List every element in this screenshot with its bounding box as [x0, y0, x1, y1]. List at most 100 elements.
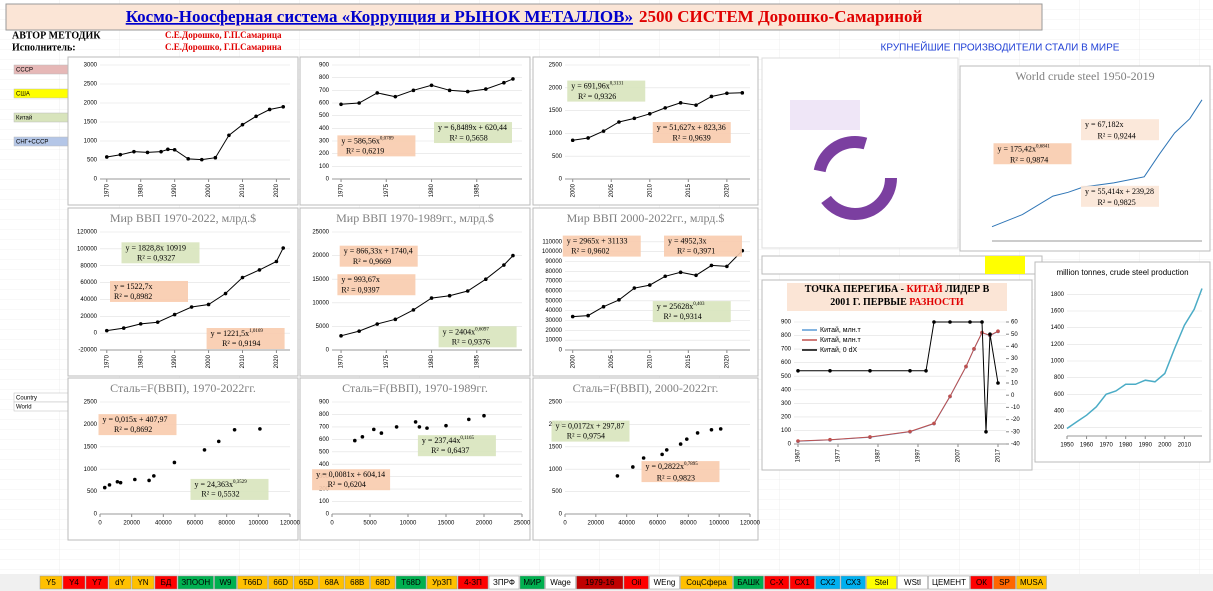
x-tick-label: 1967 — [796, 448, 802, 462]
sheet-tab-label[interactable]: 68B — [350, 578, 364, 587]
sheet-tab-label[interactable]: ЗПООН — [181, 578, 210, 587]
sheet-tab-label[interactable]: СХ1 — [795, 578, 811, 587]
data-point — [393, 317, 398, 322]
sheet-tab[interactable] — [131, 575, 155, 590]
sheet-tab-label[interactable]: W9 — [220, 578, 233, 587]
chart-frame — [532, 207, 759, 377]
y-tick-label: 100 — [319, 499, 330, 505]
sheet-tab-label[interactable]: Wage — [550, 578, 571, 587]
sheet-tab[interactable] — [1016, 575, 1047, 590]
sheet-tab-label[interactable]: 4-ЗП — [464, 578, 482, 587]
sheet-tab[interactable] — [840, 575, 866, 590]
sheet-tab[interactable] — [488, 575, 520, 590]
annotation-text: R² = 0,3971 — [677, 247, 715, 256]
sheet-tab[interactable] — [319, 575, 345, 590]
sheet-tab-label[interactable]: 68A — [325, 578, 340, 587]
sheet-tab[interactable] — [519, 575, 545, 590]
sheet-tab[interactable] — [897, 575, 928, 590]
y-tick-label: 0 — [94, 177, 98, 183]
sheet-tab[interactable] — [108, 575, 132, 590]
sheet-tab-label[interactable]: dY — [115, 578, 125, 587]
sheet-tab[interactable] — [293, 575, 319, 590]
sheet-tab-label[interactable]: MUSA — [1020, 578, 1044, 587]
sheet-tab-label[interactable]: WStl — [904, 578, 921, 587]
sheet-tab-label[interactable]: ЗПРФ — [493, 578, 515, 587]
sheet-tab[interactable] — [154, 575, 178, 590]
sheet-tab-label[interactable]: T68D — [401, 578, 421, 587]
sheet-tab[interactable] — [545, 575, 576, 590]
sheet-tab[interactable] — [85, 575, 109, 590]
sheet-tab-label[interactable]: СХ3 — [846, 578, 862, 587]
sheet-tab[interactable] — [866, 575, 897, 590]
sheet-tab-label[interactable]: Stel — [875, 578, 889, 587]
sheet-tab-label[interactable]: 68D — [375, 578, 390, 587]
sheet-tab-label[interactable]: 66D — [273, 578, 288, 587]
sheet-tab[interactable] — [426, 575, 458, 590]
y-tick-label: 2500 — [549, 400, 563, 406]
sheet-tab-label[interactable]: SP — [999, 578, 1010, 587]
sheet-tab[interactable] — [928, 575, 970, 590]
x-tick-label: 1960 — [1080, 443, 1094, 449]
sheet-tab[interactable] — [39, 575, 63, 590]
sheet-tab[interactable] — [177, 575, 214, 590]
annotation-box — [337, 274, 416, 296]
sheet-tab[interactable] — [395, 575, 427, 590]
sheet-tab[interactable] — [680, 575, 733, 590]
sheet-tab-label[interactable]: ОК — [976, 578, 987, 587]
data-point — [213, 155, 218, 160]
sheet-tab[interactable] — [649, 575, 680, 590]
annotation-text: y = 866,33x + 1740,4 — [344, 247, 413, 256]
x-tick-label: 2015 — [686, 354, 692, 368]
data-point — [663, 274, 668, 279]
y-tick-label: 0 — [94, 331, 98, 337]
sheet-tab-label[interactable]: 1979-16 — [585, 578, 615, 587]
sheet-tab[interactable] — [623, 575, 649, 590]
y2-tick-label: 0 — [1011, 393, 1015, 399]
sheet-tab-label[interactable]: СоцСфера — [686, 578, 727, 587]
sheet-tab-label[interactable]: МИР — [523, 578, 541, 587]
sheet-tab-label[interactable]: Oil — [631, 578, 641, 587]
sheet-tab-label[interactable]: БАШК — [737, 578, 760, 587]
chart-title: Сталь=F(ВВП), 2000-2022гг. — [573, 381, 719, 395]
sheet-tab-label[interactable]: Y5 — [46, 578, 56, 587]
sheet-tab[interactable] — [62, 575, 86, 590]
sheet-tab[interactable] — [815, 575, 841, 590]
infographic-block — [790, 100, 860, 130]
sheet-tab-label[interactable]: СХ2 — [820, 578, 836, 587]
sheet-tab-label[interactable]: Y4 — [69, 578, 79, 587]
y-tick-label: 20000 — [312, 253, 329, 259]
data-point — [339, 102, 343, 107]
sheet-tab-label[interactable]: С-Х — [770, 578, 784, 587]
sheet-tab-label[interactable]: Y7 — [92, 578, 102, 587]
sheet-tab-label[interactable]: БД — [161, 578, 172, 587]
data-point — [617, 298, 621, 302]
sheet-tab-label[interactable]: YN — [137, 578, 148, 587]
sheet-tab[interactable] — [370, 575, 396, 590]
sheet-tab[interactable] — [457, 575, 489, 590]
sheet-tab-label[interactable]: T66D — [243, 578, 263, 587]
annotation-box — [652, 301, 731, 323]
y-tick-label: 300 — [319, 139, 330, 145]
sheet-tab[interactable] — [789, 575, 815, 590]
annotation-text: y = 993,67x — [341, 275, 380, 284]
sheet-tab[interactable] — [764, 575, 790, 590]
side-cell-label: World — [16, 405, 32, 411]
y-tick-label: 60000 — [80, 280, 97, 286]
sheet-tab[interactable] — [237, 575, 268, 590]
sheet-tab[interactable] — [733, 575, 764, 590]
data-point — [240, 122, 245, 127]
sheet-tab-label[interactable]: ЦЕМЕНТ — [932, 578, 966, 587]
sheet-tab[interactable] — [268, 575, 294, 590]
sheet-tab[interactable] — [576, 575, 624, 590]
sheet-tab[interactable] — [344, 575, 370, 590]
sheet-tab[interactable] — [993, 575, 1016, 590]
sheet-tab[interactable] — [970, 575, 993, 590]
sheet-tab-label[interactable]: 65D — [299, 578, 314, 587]
y-tick-label: 1500 — [549, 444, 563, 450]
sheet-tab-label[interactable]: WEng — [654, 578, 676, 587]
sheet-tab[interactable] — [214, 575, 237, 590]
annotation-exponent: 0,3529 — [233, 480, 247, 485]
sheet-tab-label[interactable]: УрЗП — [432, 578, 452, 587]
x-tick-label: 120000 — [740, 521, 761, 527]
x-tick-label: 2010 — [647, 183, 653, 197]
